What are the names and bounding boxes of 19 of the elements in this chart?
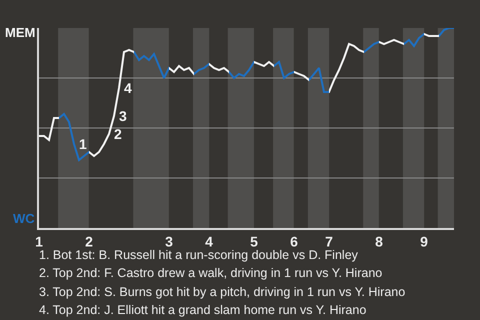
annotation: 2 xyxy=(114,126,122,142)
text: 3. Top 2nd: S. Burns got hit by a pitch, driving in 1 run vs Y. Hirano xyxy=(39,285,406,299)
text: MEM xyxy=(5,25,36,40)
annotation: 1 xyxy=(79,136,87,152)
x-tick-label: 9 xyxy=(420,234,428,250)
annotation: 4 xyxy=(124,80,132,96)
x-tick-label: 3 xyxy=(165,234,174,250)
x-tick-label: 5 xyxy=(250,234,258,250)
text: WC xyxy=(13,211,36,226)
x-tick-label: 4 xyxy=(205,234,214,250)
x-tick-label: 1 xyxy=(35,234,44,250)
text: 2. Top 2nd: F. Castro drew a walk, driving in 1 run vs Y. Hirano xyxy=(39,266,382,280)
x-tick-label: 2 xyxy=(85,234,94,250)
text: 4. Top 2nd: J. Elliott hit a grand slam home run vs Y. Hirano xyxy=(39,303,366,317)
x-tick-label: 7 xyxy=(325,234,334,250)
text: 1. Bot 1st: B. Russell hit a run-scoring double vs D. Finley xyxy=(39,248,359,262)
x-tick-label: 6 xyxy=(290,234,298,250)
x-tick-label: 8 xyxy=(375,234,384,250)
annotation: 3 xyxy=(119,108,127,124)
